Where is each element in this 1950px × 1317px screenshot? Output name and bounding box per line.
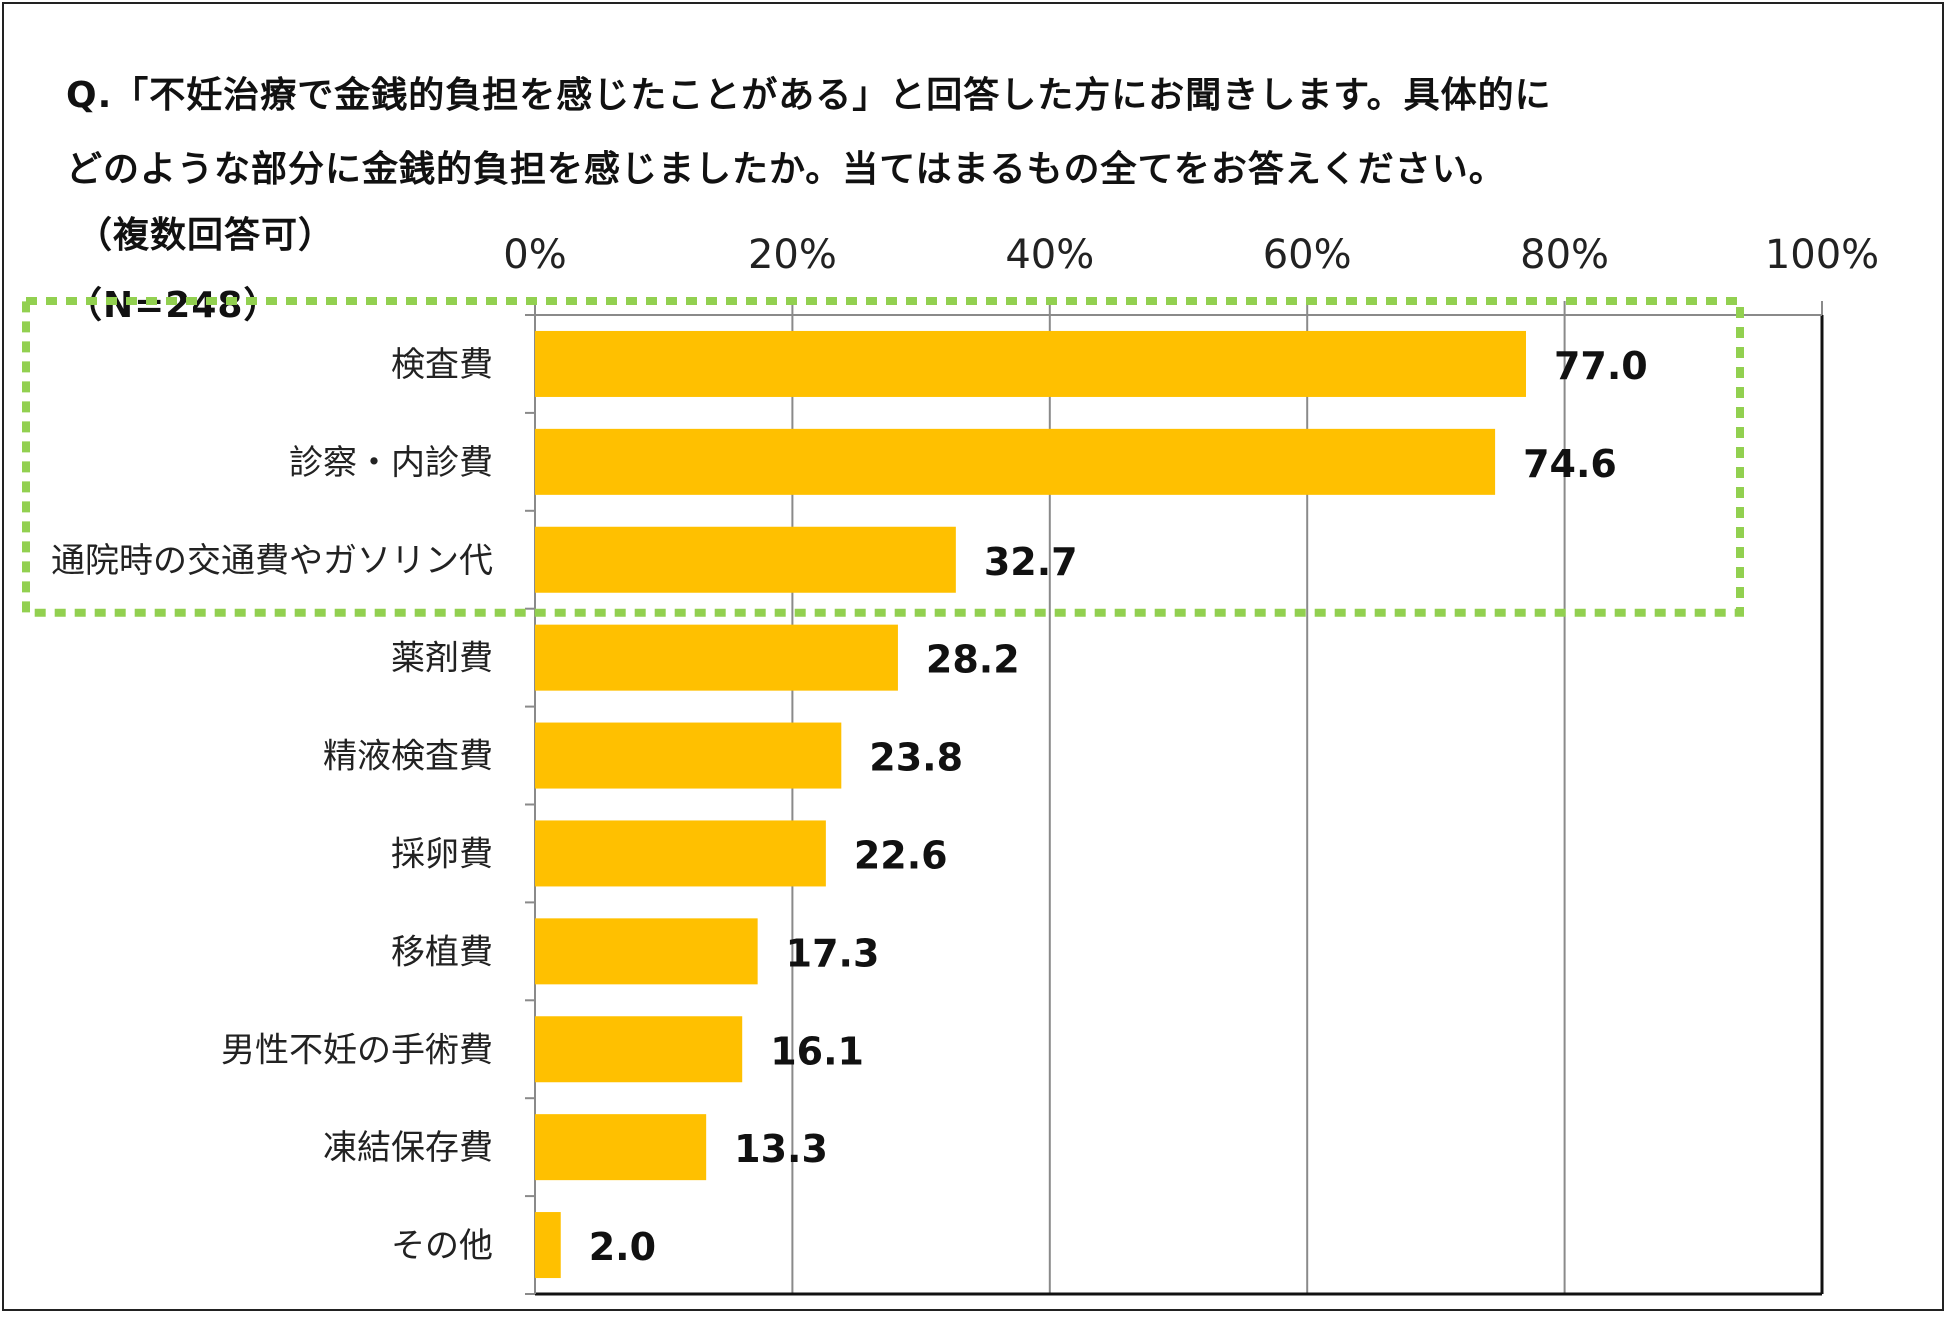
x-tick-label: 80% bbox=[1520, 232, 1609, 278]
category-label: 精液検査費 bbox=[323, 737, 493, 777]
bar bbox=[535, 428, 1496, 495]
bar bbox=[535, 1114, 707, 1181]
x-tick-label: 20% bbox=[748, 232, 837, 278]
value-label: 13.3 bbox=[734, 1127, 828, 1171]
category-label: 移植費 bbox=[391, 932, 493, 972]
x-tick-label: 0% bbox=[503, 232, 566, 278]
question-line-3: （複数回答可） bbox=[76, 215, 336, 256]
bar bbox=[535, 918, 758, 985]
value-label: 74.6 bbox=[1523, 442, 1617, 486]
bar bbox=[535, 820, 826, 887]
category-label: その他 bbox=[391, 1226, 493, 1266]
category-label: 男性不妊の手術費 bbox=[221, 1030, 493, 1070]
value-label: 77.0 bbox=[1554, 344, 1648, 388]
x-tick-label: 40% bbox=[1005, 232, 1094, 278]
x-tick-label: 100% bbox=[1765, 232, 1879, 278]
bar bbox=[535, 526, 956, 593]
value-label: 16.1 bbox=[770, 1029, 864, 1073]
bar bbox=[535, 330, 1526, 397]
bar bbox=[535, 1212, 561, 1279]
question-line-1: Q.「不妊治療で金銭的負担を感じたことがある」と回答した方にお聞きします。具体的… bbox=[66, 75, 1552, 116]
sample-size: （N=248） bbox=[66, 285, 281, 326]
category-label: 診察・内診費 bbox=[289, 443, 493, 483]
bar bbox=[535, 722, 842, 789]
category-label: 薬剤費 bbox=[391, 639, 493, 679]
category-label: 通院時の交通費やガソリン代 bbox=[51, 541, 493, 581]
value-label: 17.3 bbox=[786, 931, 880, 975]
x-tick-label: 60% bbox=[1263, 232, 1352, 278]
value-label: 22.6 bbox=[854, 833, 948, 877]
question-line-2: どのような部分に金銭的負担を感じましたか。当てはまるもの全てをお答えください。 bbox=[66, 149, 1506, 190]
value-label: 23.8 bbox=[869, 736, 963, 780]
bar bbox=[535, 1016, 743, 1083]
value-label: 32.7 bbox=[984, 540, 1078, 584]
value-label: 2.0 bbox=[589, 1225, 656, 1269]
value-label: 28.2 bbox=[926, 638, 1020, 682]
bar bbox=[535, 624, 898, 691]
category-label: 採卵費 bbox=[391, 834, 493, 874]
category-label: 凍結保存費 bbox=[323, 1128, 493, 1168]
highlight-box bbox=[22, 297, 1744, 617]
category-label: 検査費 bbox=[391, 345, 493, 385]
